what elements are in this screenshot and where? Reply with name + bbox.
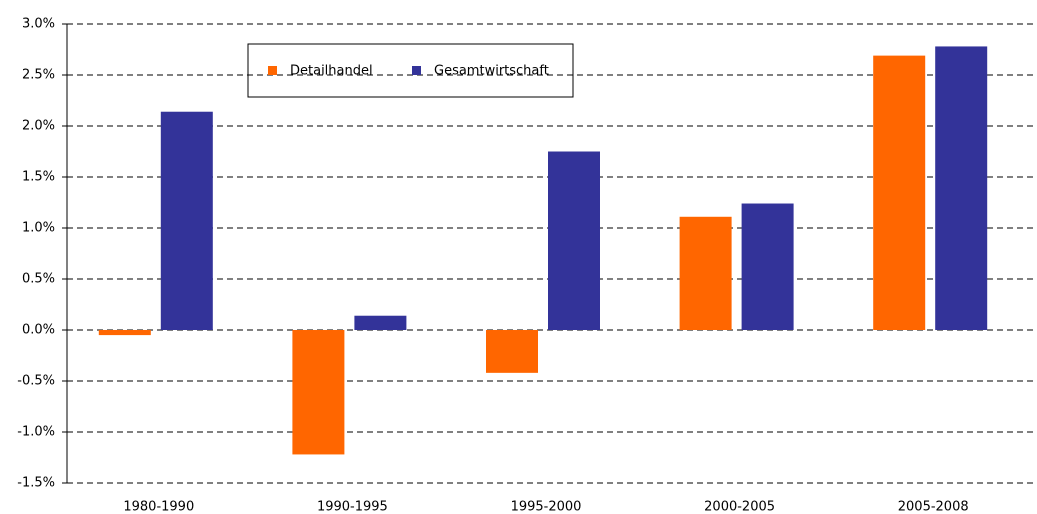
bar [292, 330, 345, 455]
y-tick-label: -1.0% [17, 425, 55, 440]
y-tick-label: 1.5% [22, 170, 55, 185]
y-tick-label: 0.0% [22, 323, 55, 338]
x-tick-label: 1990-1995 [317, 500, 388, 514]
bar [98, 330, 151, 336]
y-tick-label: 2.5% [22, 68, 55, 83]
y-tick-label: 2.0% [22, 119, 55, 134]
x-tick-label: 2000-2005 [704, 500, 775, 514]
bar [873, 55, 926, 331]
y-tick-label: -1.5% [17, 476, 55, 491]
x-tick-label: 1980-1990 [123, 500, 194, 514]
legend-swatch [268, 66, 277, 75]
bar [354, 315, 407, 330]
legend-label: Detailhandel [290, 64, 373, 79]
bar [741, 203, 794, 330]
y-tick-label: 1.0% [22, 221, 55, 236]
y-tick-label: 3.0% [22, 17, 55, 32]
bar [679, 216, 732, 330]
x-tick-label: 1995-2000 [511, 500, 582, 514]
bar [486, 330, 538, 373]
legend-swatch [412, 66, 421, 75]
bar [548, 151, 600, 330]
bar [935, 46, 988, 330]
x-tick-label: 2005-2008 [898, 500, 969, 514]
bar [160, 111, 213, 330]
legend-label: Gesamtwirtschaft [434, 64, 549, 79]
y-tick-label: -0.5% [17, 374, 55, 389]
y-tick-label: 0.5% [22, 272, 55, 287]
legend-box [247, 43, 574, 98]
